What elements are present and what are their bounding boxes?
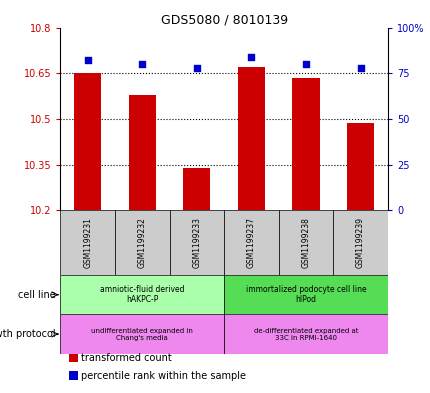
Text: amniotic-fluid derived
hAKPC-P: amniotic-fluid derived hAKPC-P — [100, 285, 184, 305]
Text: GSM1199239: GSM1199239 — [355, 217, 364, 268]
Text: undifferentiated expanded in
Chang's media: undifferentiated expanded in Chang's med… — [91, 327, 193, 341]
Bar — [128, 95, 156, 210]
Text: growth protocol: growth protocol — [0, 329, 56, 339]
Bar — [74, 73, 101, 210]
Point — [193, 64, 200, 71]
Bar — [60, 275, 224, 314]
Text: cell line: cell line — [18, 290, 56, 300]
Point — [356, 64, 363, 71]
Text: immortalized podocyte cell line
hlPod: immortalized podocyte cell line hlPod — [245, 285, 366, 305]
Point — [302, 61, 309, 67]
Bar — [183, 167, 210, 210]
Text: GSM1199232: GSM1199232 — [138, 217, 146, 268]
Bar — [60, 210, 115, 275]
Bar — [224, 314, 387, 354]
Text: de-differentiated expanded at
33C in RPMI-1640: de-differentiated expanded at 33C in RPM… — [253, 327, 357, 341]
Title: GDS5080 / 8010139: GDS5080 / 8010139 — [160, 13, 287, 26]
Text: GSM1199233: GSM1199233 — [192, 217, 201, 268]
Bar — [278, 210, 332, 275]
Bar — [115, 210, 169, 275]
Point — [247, 53, 254, 60]
Text: GSM1199231: GSM1199231 — [83, 217, 92, 268]
Text: GSM1199237: GSM1199237 — [246, 217, 255, 268]
Bar — [292, 78, 319, 210]
Bar — [224, 210, 278, 275]
Bar — [237, 67, 264, 210]
Bar — [346, 123, 373, 210]
Point — [84, 57, 91, 64]
Bar — [169, 210, 224, 275]
Bar — [224, 275, 387, 314]
Text: transformed count: transformed count — [81, 353, 172, 363]
Bar — [332, 210, 387, 275]
Text: GSM1199238: GSM1199238 — [301, 217, 310, 268]
Bar — [60, 314, 224, 354]
Text: percentile rank within the sample: percentile rank within the sample — [81, 371, 246, 381]
Point — [138, 61, 145, 67]
